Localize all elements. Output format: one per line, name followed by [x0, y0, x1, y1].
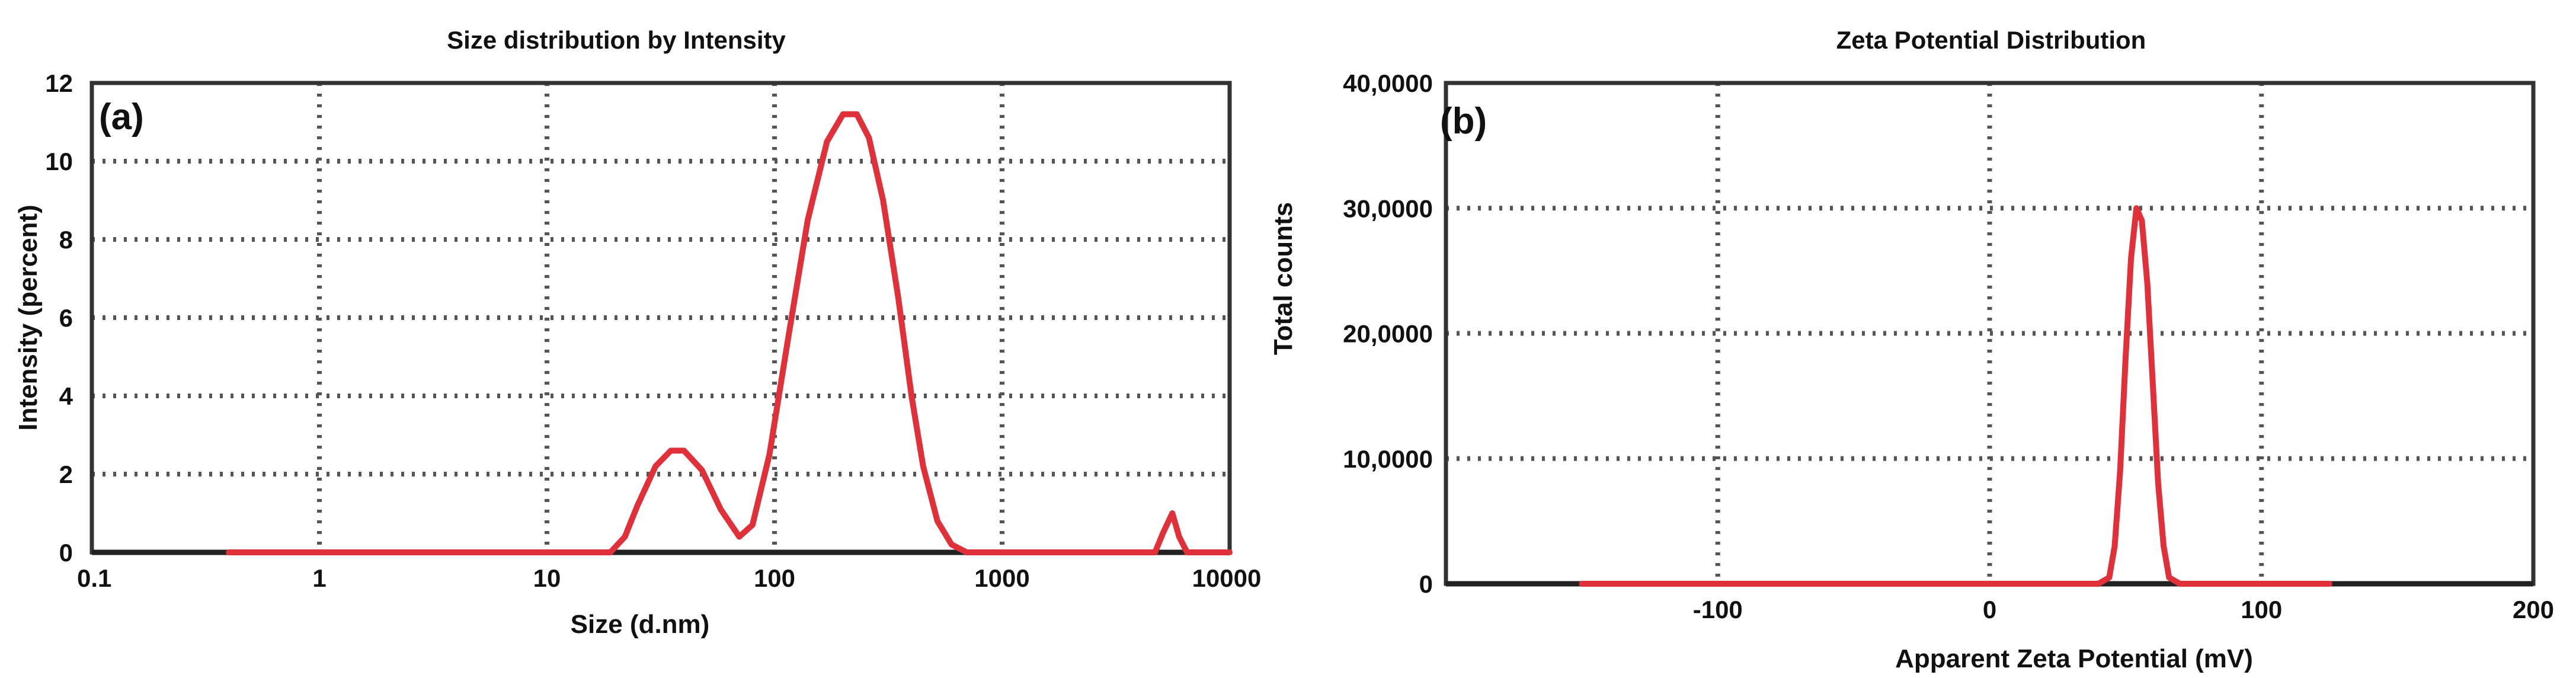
chart-b-x-tick-label: 200	[2513, 596, 2554, 623]
chart-a-y-tick-label: 0	[59, 539, 73, 567]
chart-b-y-tick-label: 10,0000	[1343, 445, 1433, 473]
chart-a: Size distribution by Intensity 0.1 1 10 100…	[14, 26, 1261, 639]
chart-a-series	[226, 111, 1233, 555]
chart-a-panel-label: (a)	[99, 97, 144, 137]
chart-a-title: Size distribution by Intensity	[447, 26, 786, 54]
chart-a-x-tick-label: 10000	[1192, 564, 1262, 592]
chart-b-y-tick-label: 30,0000	[1343, 194, 1433, 222]
chart-b-x-tick-label: -100	[1693, 596, 1743, 623]
chart-b-y-tick-label: 40,0000	[1343, 69, 1433, 97]
chart-a-y-tick-label: 6	[59, 304, 73, 332]
chart-a-x-tick-label: 0.1	[77, 564, 111, 592]
chart-b-y-axis-label: Total counts	[1269, 202, 1298, 355]
chart-a-x-axis-label: Size (d.nm)	[571, 610, 710, 639]
chart-b-title: Zeta Potential Distribution	[1836, 26, 2146, 54]
chart-b-y-tick-label: 20,0000	[1343, 320, 1433, 348]
chart-a-grid	[92, 83, 1230, 552]
chart-b-grid	[1446, 83, 2533, 584]
chart-a-ticks: 0.1 1 10 100 1000 10000 0 2 4 6 8 10 12	[45, 69, 1261, 592]
chart-a-x-tick-label: 10	[533, 564, 561, 592]
chart-a-y-tick-label: 4	[59, 382, 73, 410]
chart-a-y-tick-label: 2	[59, 460, 73, 488]
chart-a-y-tick-label: 10	[45, 148, 73, 175]
chart-b-series-line	[1579, 205, 2332, 587]
chart-b-panel-label: (b)	[1440, 101, 1487, 142]
chart-a-x-tick-label: 1	[312, 564, 326, 592]
chart-a-y-axis-label: Intensity (percent)	[14, 204, 43, 430]
chart-b-series	[1579, 205, 2332, 587]
chart-b-x-tick-label: 100	[2241, 596, 2282, 623]
chart-a-x-tick-label: 100	[754, 564, 795, 592]
chart-b-x-tick-label: 0	[1983, 596, 1996, 623]
chart-a-y-tick-label: 8	[59, 226, 73, 254]
chart-a-y-tick-label: 12	[45, 69, 73, 97]
chart-b-ticks: -100 0 100 200 0 10,0000 20,0000 30,0000 40,0000	[1343, 69, 2554, 623]
chart-b-x-axis-label: Apparent Zeta Potential (mV)	[1895, 644, 2253, 673]
chart-a-x-tick-label: 1000	[974, 564, 1029, 592]
chart-b-y-tick-label: 0	[1419, 570, 1433, 598]
chart-a-series-line	[226, 111, 1233, 555]
chart-b: Zeta Potential Distribution -100 0 100 200 0…	[1269, 26, 2554, 673]
